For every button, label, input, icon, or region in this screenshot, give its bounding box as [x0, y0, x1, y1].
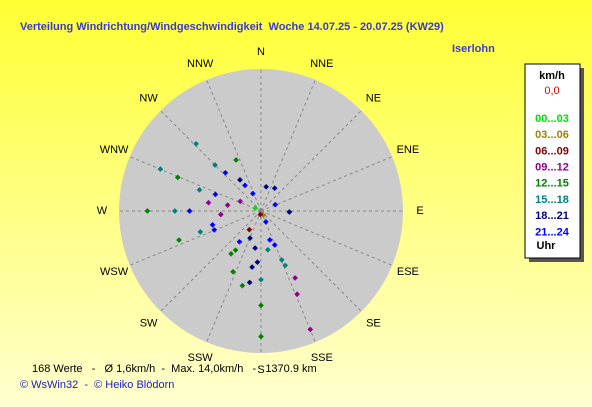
data-point: [233, 157, 239, 163]
data-point: [258, 302, 264, 309]
credits: © WsWin32 - © Heiko Blödorn: [20, 379, 174, 391]
data-point: [265, 246, 271, 253]
summary: 168 Werte - Ø 1,6km/h - Max. 14,0km/h - …: [32, 363, 317, 375]
legend-entry: 03...06: [535, 129, 569, 141]
data-point: [196, 186, 203, 193]
location: Iserlohn: [452, 43, 495, 55]
data-point: [257, 211, 264, 218]
direction-label: W: [97, 205, 108, 217]
data-point: [232, 247, 239, 254]
data-point: [157, 166, 164, 172]
data-point: [272, 201, 279, 208]
legend-title: km/h: [539, 70, 565, 82]
legend-box: [524, 63, 581, 259]
data-point: [205, 199, 212, 206]
data-point: [271, 185, 278, 192]
data-point: [249, 264, 255, 270]
legend-entry: 15...18: [535, 194, 569, 206]
data-point: [263, 183, 269, 190]
direction-label: NNW: [187, 58, 214, 70]
direction-label: NW: [139, 92, 158, 104]
data-point: [209, 222, 216, 228]
data-point: [267, 237, 273, 243]
legend-entry: 18...21: [535, 210, 569, 222]
data-point: [246, 226, 253, 233]
data-point: [292, 275, 298, 281]
data-point: [224, 202, 231, 208]
data-point: [237, 177, 243, 183]
legend-entry: 12...15: [535, 178, 569, 190]
legend-footer: Uhr: [537, 240, 557, 252]
data-point: [174, 174, 181, 181]
data-point: [286, 209, 293, 215]
data-point: [228, 250, 234, 257]
data-point: [218, 211, 224, 218]
direction-label: SW: [140, 317, 158, 329]
direction-label: E: [416, 205, 423, 217]
data-point: [222, 169, 229, 176]
legend-entry: 21...24: [535, 226, 570, 238]
direction-label: NNE: [310, 58, 333, 70]
data-point: [247, 235, 253, 242]
data-point: [144, 208, 151, 214]
data-point: [230, 268, 236, 275]
data-point: [237, 198, 244, 205]
direction-label: S: [257, 364, 264, 376]
data-point: [242, 182, 248, 189]
data-point: [246, 279, 253, 286]
direction-label: SSW: [188, 352, 214, 364]
data-point: [211, 227, 218, 233]
data-point: [193, 140, 199, 147]
data-point: [172, 208, 178, 214]
data-point: [258, 276, 264, 283]
direction-label: SSE: [311, 352, 333, 364]
data-point: [186, 208, 193, 214]
direction-label: N: [257, 46, 265, 58]
data-point: [252, 245, 258, 251]
data-point: [258, 333, 264, 340]
data-point: [250, 190, 256, 197]
data-point: [176, 237, 182, 243]
data-point: [294, 291, 300, 298]
data-point: [236, 238, 243, 245]
direction-label: WNW: [100, 144, 129, 156]
data-point: [212, 162, 218, 168]
chart-title: Verteilung Windrichtung/Windgeschwindigk…: [20, 21, 444, 33]
legend-calm: 0,0: [544, 85, 559, 97]
direction-label: WSW: [100, 266, 129, 278]
direction-label: NE: [366, 92, 381, 104]
direction-label: SE: [366, 317, 381, 329]
data-point: [307, 326, 314, 333]
data-point: [252, 205, 259, 211]
data-point: [271, 242, 278, 248]
data-point: [254, 259, 261, 266]
data-point: [239, 282, 246, 289]
legend-entry: 00...03: [535, 113, 569, 125]
data-point: [212, 191, 219, 198]
direction-label: ENE: [397, 144, 420, 156]
data-point: [263, 219, 269, 225]
data-point: [282, 262, 289, 269]
data-point: [278, 257, 285, 263]
data-point: [197, 229, 204, 235]
legend-entry: 09...12: [535, 162, 569, 174]
legend-entry: 06...09: [535, 145, 569, 157]
direction-label: ESE: [397, 266, 419, 278]
